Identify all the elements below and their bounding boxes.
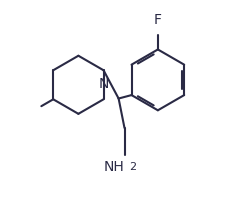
Text: N: N	[98, 77, 109, 91]
Text: F: F	[154, 14, 162, 27]
Text: NH: NH	[104, 160, 124, 174]
Text: 2: 2	[129, 162, 136, 172]
